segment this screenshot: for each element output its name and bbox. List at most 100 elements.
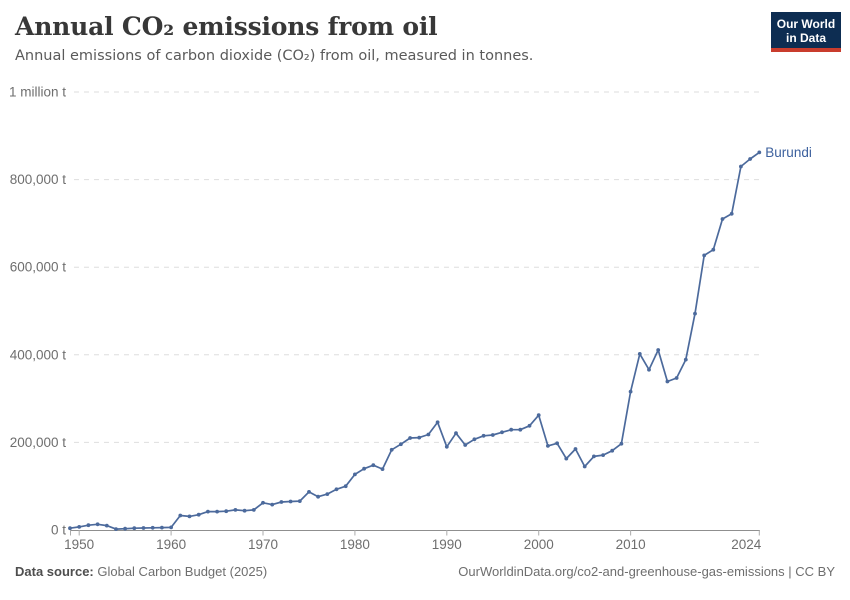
data-point [178,513,183,518]
data-point [389,447,394,452]
data-point [527,423,532,428]
data-point [500,430,504,435]
page-title: Annual CO₂ emissions from oil [15,12,438,41]
data-point [435,420,440,425]
data-point [693,311,697,316]
owid-logo-line2: in Data [785,31,826,45]
data-point [536,413,541,418]
x-tick-label: 1980 [340,537,370,552]
data-point [702,253,707,258]
data-point [564,456,569,461]
x-tick-label: 2024 [731,537,762,552]
data-point [334,487,339,492]
x-tick-label: 1990 [432,537,462,552]
data-point [463,443,468,447]
data-point [637,352,642,356]
data-point [242,508,247,513]
y-tick-label: 800,000 t [10,172,67,187]
data-point [490,433,495,437]
data-point [582,464,587,469]
owid-logo-line1: Our World [776,17,836,31]
data-point [444,444,449,449]
data-point [656,348,661,352]
data-point [196,512,201,517]
data-point [399,442,403,447]
data-point [426,432,431,437]
data-point [86,523,91,528]
data-point [417,435,422,440]
y-tick-label: 1 million t [9,85,66,100]
emissions-line-chart: 0 t 200,000 t 400,000 t 600,000 t 800,000 t 1… [9,85,812,553]
y-tick-label: 0 t [51,523,66,538]
y-tick-label: 600,000 t [10,260,67,275]
data-point [104,523,109,528]
data-point [279,500,284,504]
data-point [665,379,670,384]
data-source: Data source: Global Carbon Budget (2025) [15,564,267,579]
data-point [729,211,734,216]
data-point [132,526,137,531]
data-point [454,431,458,436]
data-source-label: Data source: [15,564,94,579]
data-point [187,514,192,519]
data-point [481,433,486,438]
data-point [757,150,762,155]
data-point [380,467,385,471]
chart-subtitle: Annual emissions of carbon dioxide (CO₂)… [15,48,534,64]
data-point [224,509,229,514]
data-point [114,527,118,531]
data-point [270,502,275,507]
data-point [123,526,127,531]
data-point [307,490,311,494]
data-line [69,151,761,530]
x-tick-label: 1950 [64,537,94,552]
data-point [261,500,265,505]
data-point [251,508,256,512]
data-point [601,453,605,457]
data-point [371,463,376,468]
data-point [77,525,82,529]
data-point [215,509,220,514]
y-tick-label: 200,000 t [10,435,67,450]
data-point [95,522,100,527]
x-tick-label: 2010 [616,537,646,552]
data-point [325,492,330,496]
data-point [683,357,688,362]
data-point [353,472,357,477]
data-point [160,525,164,530]
data-point [206,509,210,514]
data-point [316,494,320,499]
data-point [408,436,412,440]
data-point [362,466,366,471]
data-point [68,526,72,531]
data-point [233,508,238,512]
data-point [748,157,752,161]
data-point [141,526,146,530]
data-point [619,441,624,446]
data-point [509,427,514,432]
chart-footer: Data source: Global Carbon Budget (2025)… [0,564,850,579]
data-point [150,525,155,530]
data-point [288,499,293,504]
citation-link[interactable]: OurWorldinData.org/co2-and-greenhouse-ga… [458,564,835,579]
data-point [343,484,348,489]
data-point [647,367,651,372]
data-point [573,447,578,451]
data-point [711,247,716,252]
data-point [610,448,615,453]
entity-label: Burundi [765,145,812,160]
x-tick-label: 1960 [156,537,186,552]
data-point [628,389,633,394]
data-point [472,437,477,442]
data-point [592,454,596,459]
y-tick-label: 400,000 t [10,347,67,362]
data-point [518,427,523,432]
data-point [546,444,550,448]
owid-logo[interactable]: Our World in Data [771,12,841,52]
x-tick-label: 1970 [248,537,278,552]
data-point [720,217,725,221]
data-point [739,164,743,169]
data-source-value: Global Carbon Budget (2025) [93,564,268,579]
data-point [297,499,302,503]
x-tick-label: 2000 [524,537,554,552]
